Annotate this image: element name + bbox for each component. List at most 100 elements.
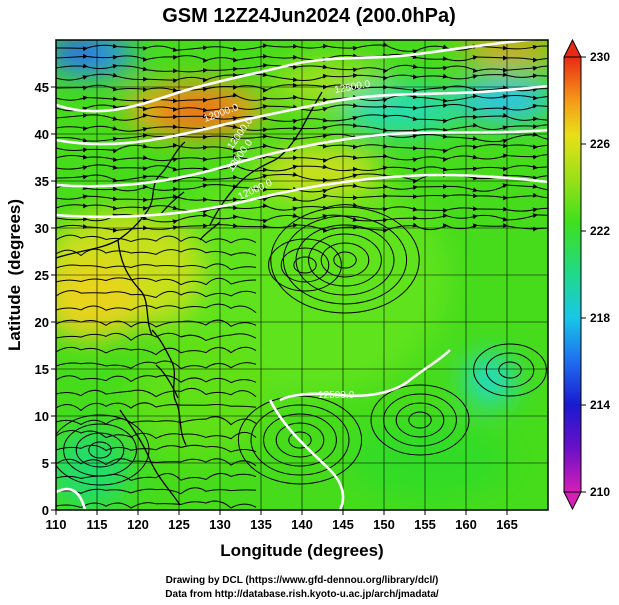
streamline-eddy (473, 343, 547, 397)
x-tick-label: 125 (168, 517, 190, 532)
streamline (56, 402, 257, 412)
contour-label: 12500.0 (318, 390, 355, 401)
colorbar-tick-label: 214 (590, 398, 610, 412)
y-tick-label: 15 (35, 362, 49, 377)
y-tick-label: 25 (35, 268, 49, 283)
y-tick-label: 20 (35, 315, 49, 330)
streamline-eddy (308, 233, 382, 287)
streamline (56, 202, 548, 214)
streamline-eddy (288, 431, 312, 449)
streamline-eddy (485, 352, 535, 388)
x-axis-title: Longitude (degrees) (220, 541, 383, 560)
colorbar-tick-label: 218 (590, 311, 610, 325)
x-tick-label: 160 (455, 517, 477, 532)
x-tick-label: 145 (332, 517, 354, 532)
streamline (56, 360, 257, 370)
streamline (56, 332, 257, 341)
streamline (56, 62, 548, 74)
colorbar-tick-label: 222 (590, 224, 610, 238)
streamline-eddy (275, 422, 325, 458)
streamline-eddy (268, 238, 342, 292)
streamline-eddy (270, 206, 420, 314)
colorbar-tick-label: 226 (590, 137, 610, 151)
streamline-eddy (370, 384, 470, 456)
colorbar-gradient (563, 56, 582, 493)
streamline-eddy (293, 256, 317, 274)
streamline (56, 72, 548, 84)
x-axis-ticks: 110 115 120 125 130 135 140 145 150 155 160 165 (46, 510, 518, 532)
streamline-eddy (237, 395, 363, 485)
y-axis-title: Latitude (degrees) (5, 199, 24, 351)
x-tick-label: 140 (291, 517, 313, 532)
streamline-eddy (282, 215, 408, 305)
credit-drawing: Drawing by DCL (https://www.gfd-dennou.o… (166, 575, 439, 586)
streamline-eddy (498, 361, 522, 379)
map-title: GSM 12Z24Jun2024 (200.0hPa) (162, 5, 455, 27)
x-tick-label: 150 (373, 517, 395, 532)
streamline-eddy (280, 247, 330, 283)
streamline (56, 444, 257, 453)
height-contours (56, 40, 548, 510)
x-tick-label: 130 (209, 517, 231, 532)
streamline (56, 346, 257, 356)
streamline-eddy (408, 411, 432, 429)
streamline-eddy (383, 393, 457, 447)
y-axis-ticks: 0 5 10 15 20 25 30 35 40 45 (35, 80, 56, 518)
streamline (56, 82, 548, 93)
colorbar-ticks: 210 214 218 222 226 230 (581, 50, 610, 499)
streamline (56, 290, 257, 299)
streamline (56, 277, 257, 286)
streamline-eddy (320, 242, 370, 278)
x-tick-label: 155 (414, 517, 436, 532)
streamline (56, 131, 548, 144)
streamline (56, 234, 257, 244)
streamline (56, 122, 548, 134)
colorbar: 210 214 218 222 226 230 (563, 38, 610, 511)
streamline (56, 212, 548, 225)
streamline (56, 183, 548, 194)
streamline (56, 162, 548, 173)
y-tick-label: 5 (42, 456, 49, 471)
streamline (56, 319, 257, 328)
y-tick-label: 40 (35, 127, 49, 142)
x-tick-label: 110 (46, 517, 67, 532)
streamline (56, 192, 548, 203)
streamline-eddy (88, 441, 112, 459)
streamline (56, 430, 257, 440)
streamline (56, 500, 257, 509)
streamline (56, 374, 257, 384)
y-tick-label: 30 (35, 221, 49, 236)
streamline-eddy (263, 413, 337, 467)
streamline (56, 153, 548, 164)
streamline-eddy (333, 251, 357, 269)
colorbar-max-arrow (563, 38, 582, 58)
colorbar-tick-label: 230 (590, 50, 610, 64)
x-tick-label: 165 (496, 517, 518, 532)
y-tick-label: 10 (35, 409, 49, 424)
streamline (56, 487, 257, 495)
streamline (56, 387, 257, 398)
streamline (56, 103, 548, 113)
streamline (56, 248, 257, 257)
streamline (56, 222, 548, 234)
x-tick-label: 115 (87, 517, 108, 532)
colorbar-min-arrow (563, 491, 582, 511)
x-tick-label: 120 (127, 517, 149, 532)
streamline (56, 112, 548, 124)
y-tick-label: 0 (42, 503, 49, 518)
credit-data: Data from http://database.rish.kyoto-u.a… (165, 589, 439, 600)
colorbar-tick-label: 210 (590, 485, 610, 499)
streamline-eddy (56, 414, 150, 486)
streamline (56, 171, 548, 184)
streamline (56, 263, 257, 271)
y-tick-label: 35 (35, 174, 49, 189)
streamline (56, 458, 257, 467)
streamline-eddy (250, 404, 350, 476)
x-tick-label: 135 (250, 517, 272, 532)
streamline (56, 53, 548, 63)
plot-area: 12000.012000.012000.012000.012500.012500… (56, 40, 548, 510)
y-tick-label: 45 (35, 80, 49, 95)
streamline (56, 92, 548, 104)
streamline-eddy (395, 402, 445, 438)
